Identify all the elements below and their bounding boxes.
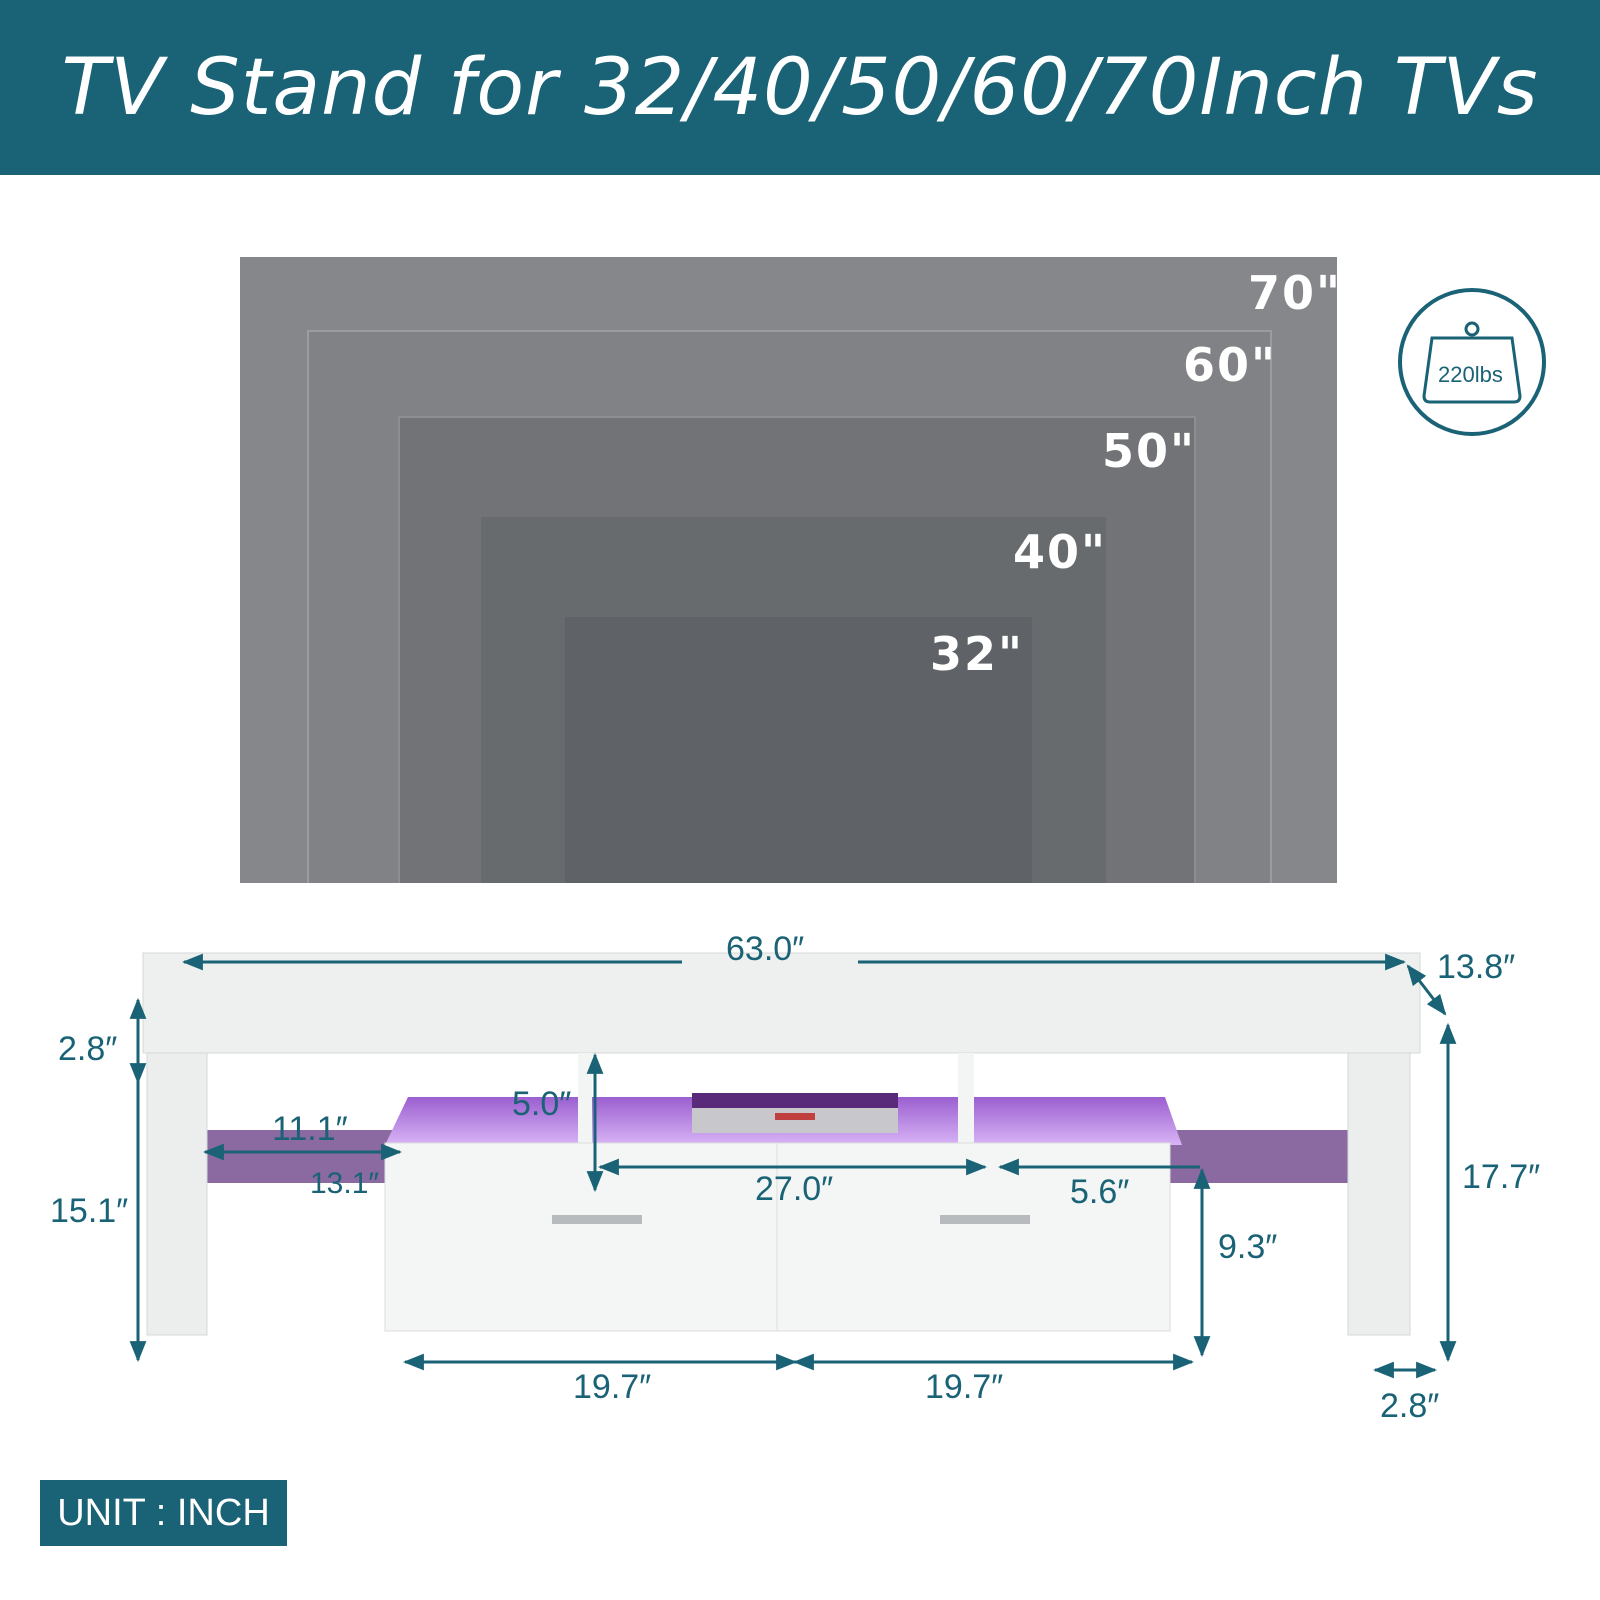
dim-shelf-depth: 13.1″ — [310, 1167, 380, 1200]
dim-drawer-height: 9.3″ — [1218, 1228, 1278, 1266]
dvd-player — [692, 1093, 898, 1133]
drawer-left — [384, 1142, 778, 1332]
dim-drawer-width-left: 19.7″ — [573, 1368, 652, 1406]
drawer-handle-left — [552, 1215, 642, 1224]
tv-size-32: 32" — [930, 627, 1024, 681]
dim-center-opening: 27.0″ — [755, 1170, 834, 1208]
page-title: TV Stand for 32/40/50/60/70Inch TVs — [61, 42, 1539, 133]
weight-icon — [1398, 288, 1546, 436]
dim-side-opening: 5.6″ — [1070, 1173, 1130, 1211]
dim-drawer-width-right: 19.7″ — [925, 1368, 1004, 1406]
tv-size-40: 40" — [1013, 525, 1107, 579]
tv-size-50: 50" — [1102, 424, 1196, 478]
left-leg — [146, 1052, 208, 1336]
right-leg — [1347, 1052, 1411, 1336]
dim-top-thickness: 2.8″ — [58, 1030, 118, 1068]
header-banner: TV Stand for 32/40/50/60/70Inch TVs — [0, 0, 1600, 175]
divider-left — [578, 1053, 592, 1143]
drawer-right — [776, 1142, 1171, 1332]
divider-right — [958, 1053, 974, 1143]
dim-shelf-length: 11.1″ — [272, 1110, 348, 1148]
dim-leg-width: 2.8″ — [1380, 1387, 1440, 1425]
drawer-handle-right — [940, 1215, 1030, 1224]
dim-depth: 13.8″ — [1437, 948, 1516, 986]
weight-label: 220lbs — [1438, 362, 1503, 387]
dim-overall-length: 63.0″ — [726, 930, 805, 968]
dim-leg-height: 15.1″ — [50, 1192, 129, 1230]
unit-badge: UNIT : INCH — [40, 1480, 287, 1546]
tv-size-70: 70" — [1248, 266, 1342, 320]
dim-open-height: 5.0″ — [512, 1085, 572, 1123]
tv-32-outline — [565, 617, 1032, 883]
tabletop — [142, 952, 1421, 1054]
dim-overall-height: 17.7″ — [1462, 1158, 1541, 1196]
tv-size-60: 60" — [1183, 338, 1277, 392]
